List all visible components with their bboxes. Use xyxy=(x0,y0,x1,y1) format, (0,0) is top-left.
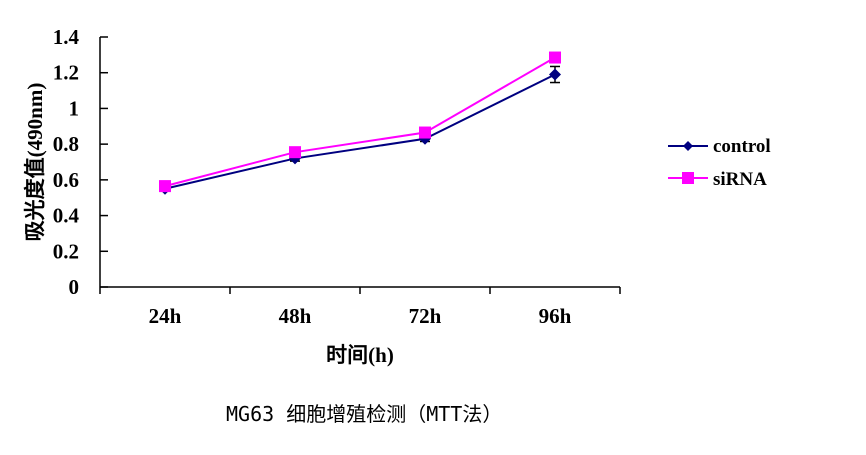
legend-item-control: control xyxy=(668,136,771,157)
legend-label-control: control xyxy=(713,136,771,157)
y-tick-label: 0.6 xyxy=(53,168,79,192)
y-axis-title: 吸光度值(490nm) xyxy=(23,83,47,242)
series-line xyxy=(164,73,556,190)
series-line xyxy=(164,56,556,188)
diamond-marker-icon xyxy=(549,68,561,81)
square-marker-icon xyxy=(549,51,561,64)
series-sirna xyxy=(159,51,561,193)
square-marker-icon xyxy=(419,126,431,139)
legend-label-sirna: siRNA xyxy=(713,169,767,190)
y-tick-label: 0.8 xyxy=(53,132,79,156)
axes xyxy=(99,37,620,288)
caption-text: MG63 细胞增殖检测（MTT法） xyxy=(226,402,503,426)
series-control xyxy=(159,65,561,195)
legend: control siRNA xyxy=(668,136,771,190)
y-tick-label: 0.2 xyxy=(53,239,79,263)
x-tick-label: 96h xyxy=(539,304,572,328)
square-marker-icon xyxy=(289,146,301,159)
series-group xyxy=(159,51,561,195)
x-tick-label: 48h xyxy=(279,304,312,328)
diamond-marker-icon xyxy=(683,141,693,151)
y-tick-label: 1 xyxy=(69,96,80,120)
x-tick-label: 72h xyxy=(409,304,442,328)
y-tick-label: 1.2 xyxy=(53,61,79,85)
x-axis-ticks: 24h 48h 72h 96h xyxy=(99,287,621,328)
y-tick-label: 0 xyxy=(69,275,80,299)
y-axis-ticks: 0 0.2 0.4 0.6 0.8 1 1.2 1.4 xyxy=(53,25,108,299)
legend-item-sirna: siRNA xyxy=(668,169,767,190)
square-marker-icon xyxy=(682,172,694,184)
x-axis-title: 时间(h) xyxy=(326,343,394,367)
y-tick-label: 1.4 xyxy=(53,25,80,49)
square-marker-icon xyxy=(159,180,171,193)
y-tick-label: 0.4 xyxy=(53,204,80,228)
x-tick-label: 24h xyxy=(149,304,182,328)
